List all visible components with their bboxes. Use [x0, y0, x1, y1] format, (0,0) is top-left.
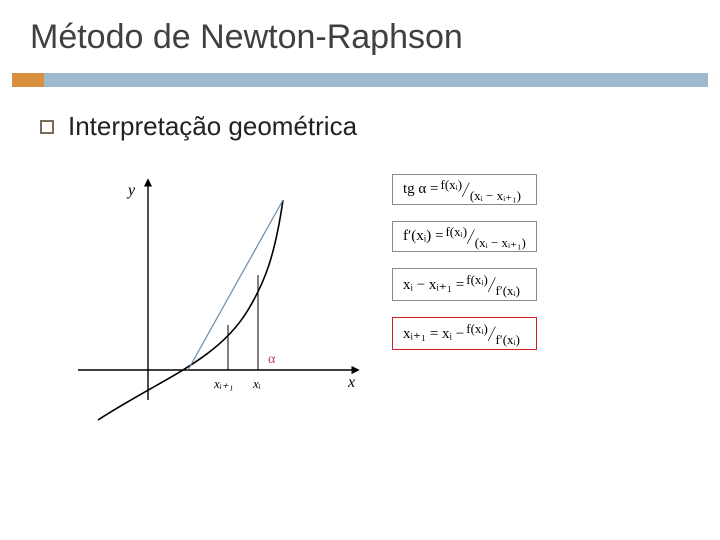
formula-step: tg α = f(xᵢ)⁄(xᵢ − xᵢ₊₁): [392, 174, 537, 205]
formula-lhs: xᵢ − xᵢ₊₁ =: [403, 275, 464, 294]
title-rule: [12, 73, 708, 87]
page-title: Método de Newton-Raphson: [30, 18, 690, 57]
formula-denominator: f′(xᵢ): [494, 332, 520, 348]
xi-tick-label: xᵢ: [253, 376, 261, 392]
alpha-label: α: [268, 352, 275, 368]
formula-lhs: f′(xᵢ) =: [403, 228, 443, 245]
formula-numerator: f(xᵢ): [445, 224, 469, 240]
formula-numerator: f(xᵢ): [466, 272, 490, 288]
geometric-diagram: y x α xᵢ xᵢ₊₁: [68, 160, 368, 440]
body-row: y x α xᵢ xᵢ₊₁ tg α = f(xᵢ)⁄(xᵢ − xᵢ₊₁)f′…: [40, 160, 537, 440]
formula-denominator: (xᵢ − xᵢ₊₁): [473, 235, 526, 251]
bullet-item: Interpretação geométrica: [40, 111, 357, 142]
rule-accent: [12, 73, 44, 87]
formula-stack: tg α = f(xᵢ)⁄(xᵢ − xᵢ₊₁)f′(xᵢ) = f(xᵢ)⁄(…: [392, 160, 537, 350]
formula-step: f′(xᵢ) = f(xᵢ)⁄(xᵢ − xᵢ₊₁): [392, 221, 537, 252]
xi1-tick-label: xᵢ₊₁: [214, 376, 233, 392]
content-area: Interpretação geométrica y x α xᵢ xᵢ₊₁ t…: [0, 87, 720, 440]
formula-step: xᵢ − xᵢ₊₁ = f(xᵢ)⁄f′(xᵢ): [392, 268, 537, 301]
formula-result: xᵢ₊₁ = xᵢ − f(xᵢ)⁄f′(xᵢ): [392, 317, 537, 350]
rule-main: [44, 73, 708, 87]
bullet-icon: [40, 120, 54, 134]
formula-fraction: f(xᵢ)⁄(xᵢ − xᵢ₊₁): [441, 182, 521, 198]
diagram-svg: [68, 160, 368, 440]
formula-fraction: f(xᵢ)⁄(xᵢ − xᵢ₊₁): [445, 229, 525, 245]
bullet-text: Interpretação geométrica: [68, 111, 357, 142]
formula-numerator: f(xᵢ): [441, 177, 465, 193]
formula-lhs: tg α =: [403, 181, 439, 198]
formula-denominator: (xᵢ − xᵢ₊₁): [468, 188, 521, 204]
formula-denominator: f′(xᵢ): [494, 283, 520, 299]
formula-lhs: xᵢ₊₁ = xᵢ −: [403, 324, 464, 343]
x-axis-label: x: [348, 374, 355, 392]
formula-numerator: f(xᵢ): [466, 321, 490, 337]
formula-fraction: f(xᵢ)⁄f′(xᵢ): [466, 326, 520, 342]
formula-fraction: f(xᵢ)⁄f′(xᵢ): [466, 277, 520, 293]
y-axis-label: y: [128, 182, 135, 200]
title-block: Método de Newton-Raphson: [0, 0, 720, 67]
